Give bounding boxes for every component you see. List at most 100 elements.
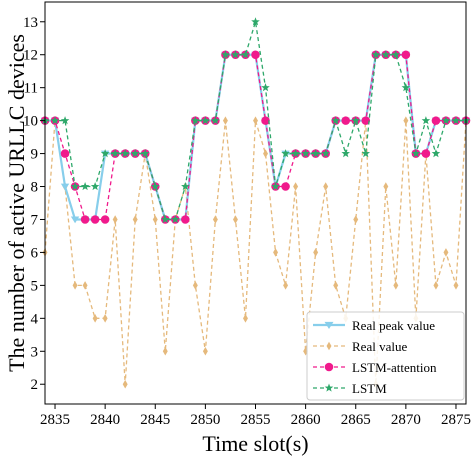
- y-tick-label: 11: [24, 81, 38, 97]
- data-point-real-value: [72, 281, 78, 290]
- data-point-lstm: [60, 116, 70, 125]
- data-point-lstm: [130, 149, 140, 158]
- legend-marker-lstm-attention: [324, 362, 334, 372]
- data-point-lstm-attention: [100, 215, 110, 224]
- data-point-lstm: [451, 116, 461, 125]
- data-point-real-value: [313, 248, 319, 257]
- data-point-lstm: [100, 149, 110, 158]
- y-ticks: 2 3 4 5 6 7 8 9 10 11 12 13: [23, 15, 45, 393]
- data-point-lstm: [301, 149, 310, 158]
- data-point-lstm-attention: [261, 116, 270, 125]
- y-tick-label: 2: [31, 377, 39, 393]
- legend: Real peak value Real value LSTM-attention L…: [306, 311, 465, 401]
- data-point-real-peak-value: [60, 183, 70, 191]
- data-point-real-value: [162, 347, 168, 356]
- y-tick-label: 7: [31, 212, 39, 228]
- x-axis-label: Time slot(s): [202, 431, 308, 456]
- data-point-real-value: [303, 347, 309, 356]
- data-point-real-value: [323, 182, 329, 191]
- data-point-real-value: [122, 379, 128, 389]
- data-point-real-value: [293, 182, 299, 191]
- data-point-real-value: [243, 314, 248, 323]
- data-point-lstm: [140, 149, 150, 158]
- data-point-lstm-attention: [60, 149, 70, 158]
- data-point-lstm: [150, 182, 160, 191]
- legend-label-lstm: LSTM: [352, 381, 387, 396]
- data-point-lstm: [241, 50, 250, 59]
- data-point-lstm: [411, 149, 421, 158]
- series-lstm-attention: [40, 50, 471, 224]
- series-layer: [40, 17, 471, 389]
- data-point-real-value: [353, 215, 359, 224]
- data-point-lstm: [80, 182, 90, 191]
- data-point-lstm-attention: [251, 50, 260, 59]
- y-tick-label: 13: [23, 15, 38, 31]
- series-lstm: [40, 17, 471, 224]
- data-point-real-value: [273, 248, 279, 257]
- data-point-lstm-attention: [181, 215, 190, 224]
- data-point-lstm: [381, 50, 391, 59]
- data-point-lstm: [441, 116, 451, 125]
- data-point-lstm: [271, 182, 280, 191]
- y-tick-label: 4: [31, 311, 39, 327]
- data-point-lstm: [281, 149, 290, 158]
- data-point-lstm: [401, 83, 411, 92]
- legend-item-real-peak-value: Real peak value: [313, 318, 435, 333]
- data-point-real-value: [102, 314, 108, 323]
- data-point-lstm-attention: [90, 215, 100, 224]
- data-point-lstm: [341, 149, 350, 158]
- x-tick-label: 2875: [441, 412, 471, 428]
- x-tick-label: 2835: [40, 412, 70, 428]
- y-tick-label: 10: [23, 114, 38, 130]
- data-point-real-value: [433, 281, 439, 290]
- data-point-lstm: [391, 50, 401, 59]
- x-tick-label: 2870: [391, 412, 421, 428]
- data-point-real-value: [212, 215, 218, 224]
- series-real-peak-value: [40, 51, 471, 224]
- legend-marker-lstm: [324, 383, 334, 392]
- data-point-lstm: [431, 149, 441, 158]
- legend-marker-real-value: [326, 341, 332, 351]
- legend-item-real-value: Real value: [313, 339, 407, 354]
- data-point-real-value: [92, 314, 98, 323]
- data-point-lstm: [251, 17, 260, 26]
- data-point-real-value: [232, 215, 238, 224]
- data-point-lstm: [110, 149, 120, 158]
- data-point-lstm-attention: [341, 116, 350, 125]
- data-point-real-peak-value: [70, 216, 80, 224]
- x-tick-label: 2855: [241, 412, 271, 428]
- data-point-lstm-attention: [281, 182, 290, 191]
- data-point-lstm-attention: [361, 116, 371, 125]
- data-point-lstm-attention: [80, 215, 90, 224]
- data-point-lstm: [371, 50, 381, 59]
- data-point-lstm: [311, 149, 320, 158]
- x-tick-label: 2865: [341, 412, 371, 428]
- data-point-lstm: [221, 50, 230, 59]
- x-tick-label: 2845: [140, 412, 170, 428]
- data-point-lstm-attention: [431, 116, 441, 125]
- data-point-lstm: [171, 214, 180, 224]
- data-point-real-value: [393, 281, 399, 290]
- data-point-real-value: [192, 281, 198, 290]
- legend-marker-real-peak-value: [324, 321, 334, 330]
- data-point-real-value: [132, 215, 138, 224]
- y-tick-label: 8: [31, 180, 39, 196]
- data-point-lstm: [70, 182, 80, 191]
- x-tick-label: 2860: [291, 412, 321, 428]
- legend-item-lstm: LSTM: [313, 381, 387, 396]
- data-point-real-value: [82, 281, 88, 290]
- legend-label-real-value: Real value: [352, 339, 407, 354]
- data-point-lstm: [321, 149, 330, 158]
- y-tick-label: 9: [31, 147, 39, 163]
- data-point-real-value: [152, 215, 158, 224]
- data-point-lstm: [231, 50, 240, 59]
- y-axis-label: The number of active URLLC devices: [4, 34, 29, 372]
- data-point-real-value: [383, 182, 389, 191]
- data-point-lstm-attention: [401, 50, 411, 59]
- data-point-lstm-attention: [421, 149, 431, 158]
- data-point-lstm: [50, 116, 60, 125]
- data-point-lstm: [351, 116, 361, 125]
- legend-label-lstm-attention: LSTM-attention: [352, 360, 437, 375]
- data-point-lstm: [191, 116, 200, 125]
